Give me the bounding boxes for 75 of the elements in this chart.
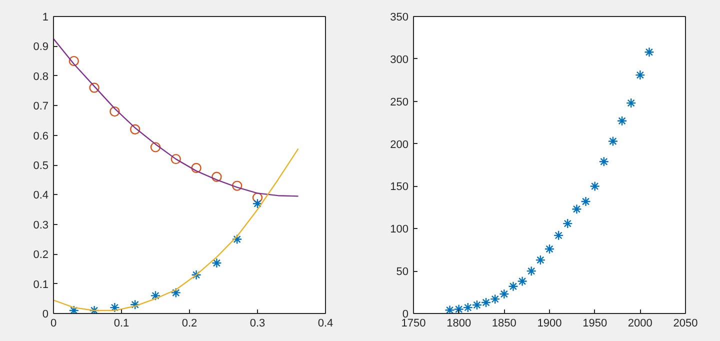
y-tick-label: 0.9 [33,41,49,54]
point [232,234,242,244]
point [490,294,500,304]
point [150,142,161,152]
x-tick-label: 1850 [492,318,516,330]
x-tick-label: 1750 [401,318,426,330]
point [626,98,636,108]
point [170,154,181,164]
x-tick-label: 0.3 [250,318,266,330]
point [110,302,120,313]
point [562,218,573,229]
point [191,270,202,280]
point [110,106,120,117]
point [462,302,473,313]
y-tick-label: 300 [390,54,409,66]
line-series [54,38,299,197]
point [444,305,455,314]
point [526,266,536,276]
y-tick-label: 0.7 [33,100,49,113]
point [616,116,628,126]
x-tick-label: 0.4 [318,318,334,330]
point [480,297,492,308]
x-tick-label: 0 [50,318,57,330]
y-tick-label: 200 [390,138,409,151]
y-tick-label: 0.5 [33,160,49,172]
y-tick-label: 250 [390,96,409,108]
x-tick-label: 0.2 [182,318,198,330]
point [517,276,528,286]
point [508,281,518,292]
y-tick-label: 0 [42,308,49,320]
point [191,162,202,174]
y-tick-label: 0.1 [33,278,49,291]
point [608,136,618,146]
point [590,181,600,192]
point [252,192,263,203]
y-tick-label: 0.8 [33,70,49,83]
point [212,258,222,268]
point [68,305,79,314]
y-tick-label: 0.4 [33,190,49,202]
x-tick-label: 1950 [582,318,608,330]
point [212,172,222,182]
y-tick-label: 350 [390,12,409,24]
point [252,198,263,209]
x-tick-label: 1800 [446,318,472,330]
y-tick-label: 50 [396,266,409,278]
point [232,180,242,191]
point [553,230,564,241]
y-tick-label: 0.2 [33,249,49,262]
y-tick-label: 150 [390,181,409,194]
point [68,56,79,66]
point [454,304,464,314]
y-tick-label: 0.3 [33,219,49,232]
line-series [54,148,299,312]
point [499,288,510,300]
point [89,82,100,93]
x-tick-label: 0.1 [114,318,130,330]
x-tick-label: 2000 [628,318,652,330]
point [635,70,646,80]
point [150,290,161,301]
point [598,156,609,167]
point [535,254,546,266]
point [580,196,591,207]
point [130,124,140,134]
point [572,204,582,214]
y-tick-label: 100 [390,224,409,236]
point [472,300,482,310]
y-tick-label: 1 [42,12,49,24]
x-tick-label: 1900 [537,318,562,330]
point [544,244,555,254]
y-tick-label: 0.6 [33,130,49,142]
x-tick-label: 2050 [673,318,698,330]
point [170,288,181,298]
point [644,47,654,58]
point [130,299,140,310]
point [89,305,100,314]
